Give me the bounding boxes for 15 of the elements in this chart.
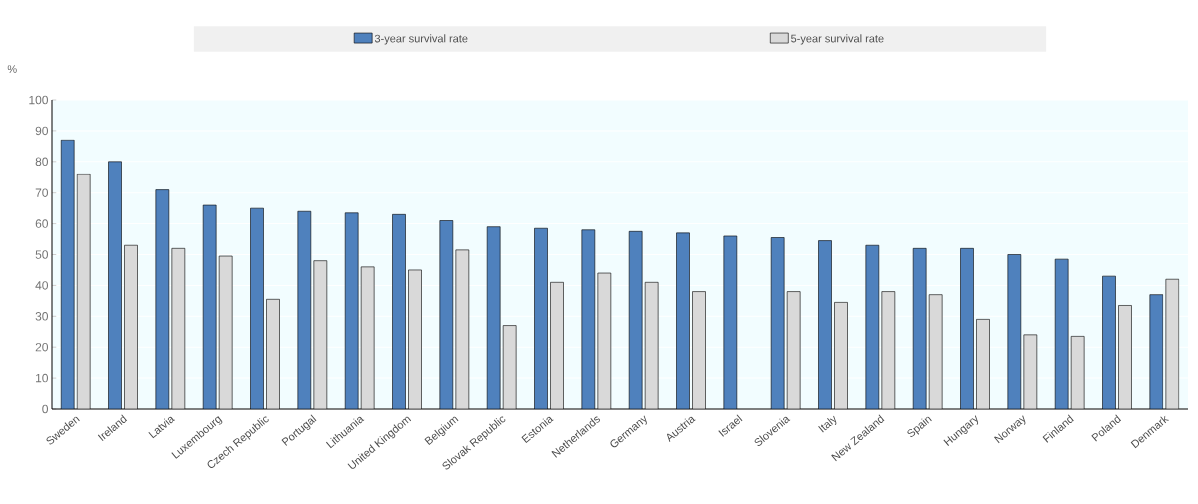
x-tick-label: Italy xyxy=(818,415,837,433)
y-tick-label: 40 xyxy=(35,281,49,290)
y-tick-label: 90 xyxy=(35,126,49,136)
y-tick-label: 50 xyxy=(35,250,49,259)
y-axis-title: % xyxy=(7,65,17,73)
y-tick-label: 60 xyxy=(35,219,49,228)
y-tick-label: 80 xyxy=(35,157,49,167)
y-tick-label: 20 xyxy=(35,342,49,352)
y-tick-label: 10 xyxy=(36,373,49,383)
y-tick-label: 100 xyxy=(29,95,49,105)
y-tick-label: 70 xyxy=(35,188,49,197)
y-tick-label: 0 xyxy=(42,404,49,414)
y-tick-label: 30 xyxy=(35,312,49,321)
legend-label: 5-year survival rate xyxy=(791,34,884,45)
legend-label: 3-year survival rate xyxy=(374,34,468,45)
